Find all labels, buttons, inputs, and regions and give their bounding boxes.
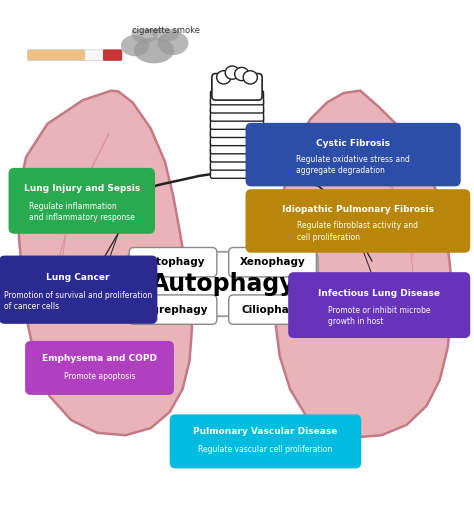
Text: cigarette smoke: cigarette smoke [132, 26, 200, 35]
Text: Cystic Fibrosis: Cystic Fibrosis [316, 139, 390, 148]
Text: Promote or inhibit microbe
growth in host: Promote or inhibit microbe growth in hos… [328, 306, 430, 326]
FancyBboxPatch shape [210, 90, 264, 105]
Text: Regulate fibroblast activity and
cell proliferation: Regulate fibroblast activity and cell pr… [297, 221, 419, 242]
FancyBboxPatch shape [210, 139, 264, 154]
Text: Promotion of survival and proliferation
of cancer cells: Promotion of survival and proliferation … [4, 291, 152, 311]
FancyBboxPatch shape [210, 115, 264, 129]
FancyBboxPatch shape [25, 341, 174, 395]
Text: Aggrephagy: Aggrephagy [137, 305, 209, 314]
FancyBboxPatch shape [210, 131, 264, 146]
FancyBboxPatch shape [246, 189, 470, 253]
Text: Regulate vascular cell proliferation: Regulate vascular cell proliferation [198, 445, 333, 454]
Ellipse shape [235, 68, 249, 81]
Text: Mitophagy: Mitophagy [142, 257, 204, 267]
Text: Lung Cancer: Lung Cancer [46, 273, 110, 281]
Ellipse shape [121, 35, 149, 56]
Ellipse shape [142, 15, 166, 34]
Text: Emphysema and COPD: Emphysema and COPD [42, 354, 157, 363]
FancyBboxPatch shape [210, 164, 264, 178]
FancyBboxPatch shape [288, 272, 470, 338]
Polygon shape [274, 90, 451, 438]
FancyBboxPatch shape [212, 73, 262, 100]
FancyBboxPatch shape [170, 414, 361, 468]
Text: Infectious Lung Disease: Infectious Lung Disease [318, 289, 440, 297]
Ellipse shape [217, 71, 231, 84]
FancyBboxPatch shape [0, 255, 157, 324]
Ellipse shape [225, 66, 239, 79]
Text: Autophagy: Autophagy [150, 272, 295, 296]
Ellipse shape [243, 71, 257, 84]
FancyBboxPatch shape [210, 107, 264, 121]
FancyBboxPatch shape [103, 50, 122, 60]
FancyBboxPatch shape [9, 168, 155, 234]
Text: Lung Injury and Sepsis: Lung Injury and Sepsis [24, 184, 140, 193]
FancyBboxPatch shape [128, 252, 318, 316]
FancyBboxPatch shape [27, 50, 105, 60]
FancyBboxPatch shape [210, 156, 264, 170]
FancyBboxPatch shape [129, 247, 217, 277]
FancyBboxPatch shape [210, 123, 264, 137]
Ellipse shape [152, 23, 180, 42]
FancyBboxPatch shape [129, 295, 217, 325]
Text: Promote apoptosis: Promote apoptosis [64, 372, 135, 381]
Text: Idiopathic Pulmonary Fibrosis: Idiopathic Pulmonary Fibrosis [282, 205, 434, 214]
Text: Regulate oxidative stress and
aggregate degradation: Regulate oxidative stress and aggregate … [296, 155, 410, 175]
FancyBboxPatch shape [210, 148, 264, 162]
Ellipse shape [131, 24, 157, 43]
FancyBboxPatch shape [228, 247, 316, 277]
FancyBboxPatch shape [246, 123, 461, 186]
Polygon shape [18, 90, 192, 435]
FancyBboxPatch shape [210, 99, 264, 113]
Ellipse shape [134, 37, 174, 63]
Ellipse shape [157, 31, 188, 55]
FancyBboxPatch shape [228, 295, 316, 325]
Text: Regulate inflammation
and inflammatory response: Regulate inflammation and inflammatory r… [29, 202, 135, 222]
Text: Ciliophagy: Ciliophagy [242, 305, 303, 314]
FancyBboxPatch shape [27, 50, 85, 60]
Text: Pulmonary Vascular Disease: Pulmonary Vascular Disease [193, 428, 337, 436]
Text: Xenophagy: Xenophagy [240, 257, 305, 267]
